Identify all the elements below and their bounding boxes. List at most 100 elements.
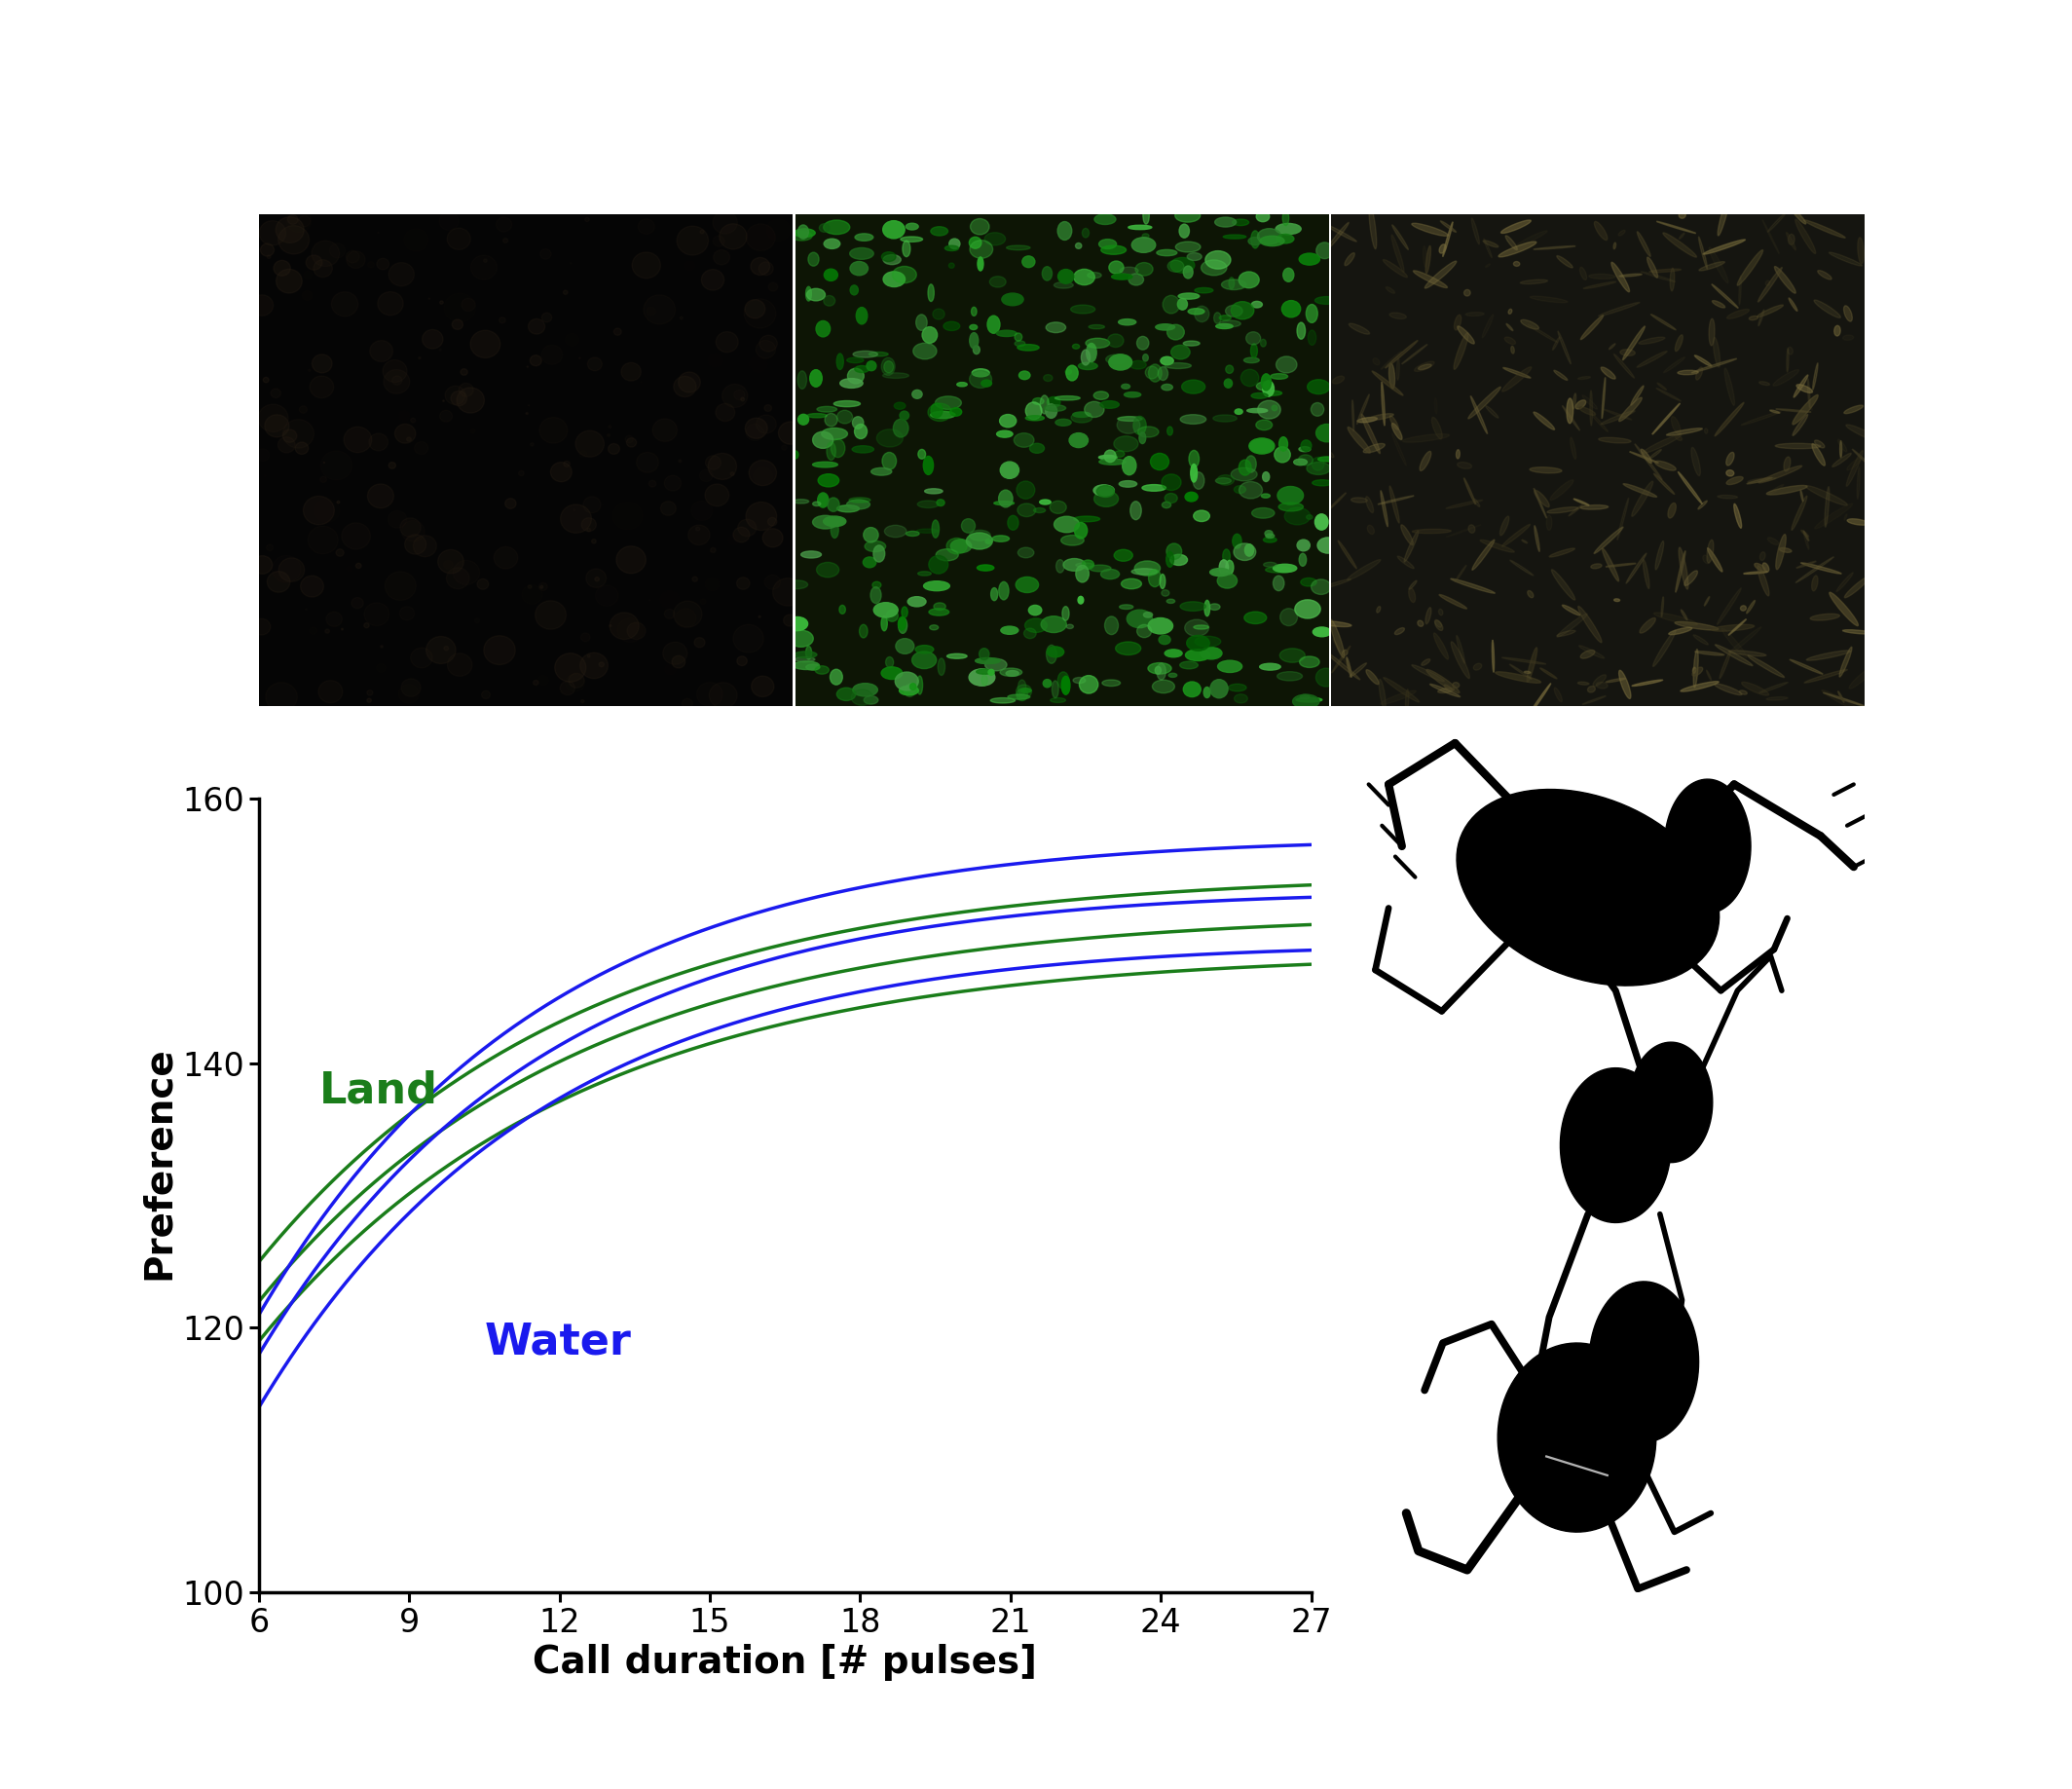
- Ellipse shape: [1736, 250, 1763, 286]
- Ellipse shape: [1807, 379, 1811, 408]
- Ellipse shape: [1276, 224, 1301, 234]
- Ellipse shape: [1622, 483, 1658, 497]
- Ellipse shape: [1840, 648, 1852, 676]
- Ellipse shape: [1757, 304, 1784, 317]
- Ellipse shape: [1529, 467, 1562, 472]
- Ellipse shape: [881, 667, 903, 680]
- Ellipse shape: [1177, 299, 1187, 309]
- Ellipse shape: [1417, 621, 1423, 626]
- Circle shape: [663, 642, 688, 664]
- Circle shape: [300, 576, 323, 598]
- Ellipse shape: [1059, 270, 1073, 284]
- Ellipse shape: [937, 549, 959, 560]
- Ellipse shape: [1019, 689, 1032, 692]
- Ellipse shape: [1426, 608, 1432, 624]
- Circle shape: [462, 299, 474, 311]
- Circle shape: [738, 578, 750, 589]
- Ellipse shape: [806, 288, 825, 301]
- Ellipse shape: [1801, 530, 1809, 537]
- Circle shape: [528, 585, 533, 589]
- Ellipse shape: [899, 411, 910, 420]
- Ellipse shape: [1413, 270, 1448, 288]
- Polygon shape: [1498, 1344, 1656, 1531]
- Ellipse shape: [1262, 494, 1270, 497]
- Ellipse shape: [1167, 551, 1173, 567]
- Ellipse shape: [945, 245, 959, 250]
- Ellipse shape: [1836, 572, 1852, 592]
- Ellipse shape: [1301, 440, 1312, 451]
- Ellipse shape: [1046, 646, 1057, 664]
- Ellipse shape: [1262, 381, 1274, 397]
- Ellipse shape: [1251, 343, 1258, 358]
- Ellipse shape: [1280, 648, 1305, 662]
- Ellipse shape: [1121, 385, 1129, 388]
- Circle shape: [754, 467, 773, 485]
- Ellipse shape: [1703, 555, 1709, 564]
- Ellipse shape: [1256, 211, 1270, 222]
- Ellipse shape: [1138, 426, 1158, 437]
- Ellipse shape: [1616, 497, 1629, 540]
- Ellipse shape: [1131, 238, 1156, 252]
- Ellipse shape: [1792, 415, 1809, 435]
- Ellipse shape: [1148, 662, 1171, 674]
- Ellipse shape: [1239, 460, 1251, 476]
- Ellipse shape: [1521, 540, 1527, 544]
- Ellipse shape: [1807, 651, 1850, 660]
- Ellipse shape: [1117, 417, 1140, 433]
- Ellipse shape: [1382, 351, 1401, 369]
- Ellipse shape: [1844, 306, 1852, 322]
- Ellipse shape: [1539, 667, 1556, 678]
- Ellipse shape: [1307, 462, 1330, 474]
- Ellipse shape: [1397, 556, 1413, 569]
- Ellipse shape: [1506, 236, 1517, 250]
- Ellipse shape: [949, 263, 955, 268]
- Ellipse shape: [1278, 437, 1287, 451]
- Ellipse shape: [1119, 267, 1138, 274]
- Ellipse shape: [1115, 437, 1138, 451]
- Ellipse shape: [1044, 374, 1053, 381]
- Ellipse shape: [1747, 478, 1772, 485]
- Ellipse shape: [1552, 336, 1560, 351]
- Ellipse shape: [1442, 222, 1452, 256]
- Ellipse shape: [1714, 683, 1743, 694]
- Ellipse shape: [1057, 560, 1065, 572]
- Ellipse shape: [930, 624, 939, 630]
- Circle shape: [267, 256, 271, 258]
- Circle shape: [456, 388, 485, 413]
- Circle shape: [526, 413, 528, 415]
- Ellipse shape: [1788, 234, 1794, 245]
- Ellipse shape: [1140, 433, 1146, 444]
- Ellipse shape: [1620, 274, 1641, 277]
- Ellipse shape: [1363, 444, 1384, 453]
- Circle shape: [276, 268, 303, 293]
- Ellipse shape: [999, 490, 1013, 508]
- Ellipse shape: [905, 224, 918, 229]
- Ellipse shape: [1316, 513, 1328, 530]
- Ellipse shape: [1622, 326, 1645, 360]
- Ellipse shape: [798, 370, 806, 388]
- Ellipse shape: [1674, 335, 1682, 351]
- Ellipse shape: [1392, 433, 1407, 465]
- Ellipse shape: [1370, 206, 1376, 249]
- Circle shape: [288, 215, 298, 224]
- Ellipse shape: [1842, 630, 1873, 633]
- Ellipse shape: [1419, 451, 1432, 471]
- Ellipse shape: [1397, 358, 1399, 379]
- Ellipse shape: [1328, 453, 1334, 458]
- Ellipse shape: [1312, 479, 1332, 487]
- Circle shape: [628, 623, 646, 639]
- Circle shape: [259, 220, 286, 245]
- Ellipse shape: [1345, 252, 1355, 265]
- Circle shape: [267, 544, 274, 551]
- Ellipse shape: [1695, 651, 1724, 655]
- Ellipse shape: [1129, 361, 1146, 369]
- Circle shape: [636, 453, 659, 472]
- Ellipse shape: [1747, 655, 1784, 678]
- Ellipse shape: [1144, 612, 1152, 617]
- Ellipse shape: [1162, 590, 1169, 596]
- Ellipse shape: [1094, 490, 1119, 506]
- Circle shape: [321, 451, 352, 479]
- Ellipse shape: [1583, 281, 1616, 288]
- Ellipse shape: [1711, 624, 1755, 632]
- Ellipse shape: [1040, 499, 1051, 504]
